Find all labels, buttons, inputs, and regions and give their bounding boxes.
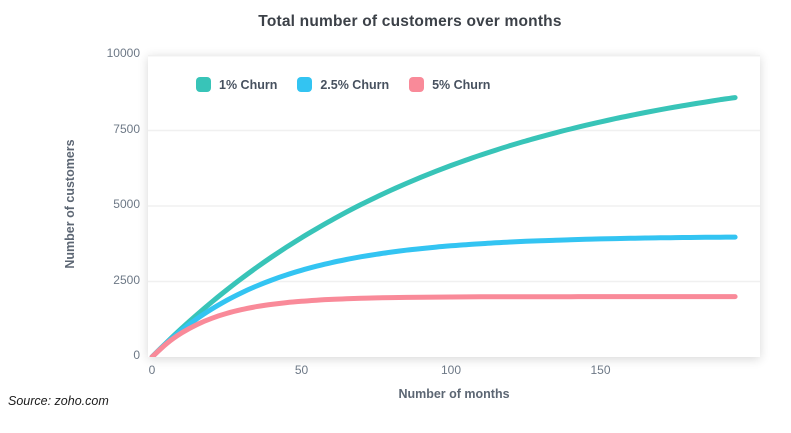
legend-label: 2.5% Churn	[320, 77, 390, 92]
series-line-5-churn	[149, 294, 738, 357]
legend-marker	[196, 77, 211, 92]
y-tick-label: 5000	[113, 197, 140, 211]
y-tick-label: 0	[133, 348, 140, 362]
legend-item: 2.5% Churn	[297, 77, 389, 92]
legend-item: 5% Churn	[409, 77, 490, 92]
y-tick-label: 10000	[106, 46, 140, 60]
x-tick-label: 0	[148, 363, 156, 377]
chart-canvas	[148, 55, 760, 357]
legend-marker	[409, 77, 425, 92]
series-line-1-churn	[149, 95, 738, 357]
legend-label: 1% Churn	[219, 77, 278, 92]
series-line-2-5-churn	[149, 234, 738, 357]
plot-area: 1% Churn 2.5% Churn 5% Churn	[148, 55, 760, 357]
x-tick-label: 150	[590, 363, 611, 377]
chart-title: Total number of customers over months	[258, 13, 562, 30]
legend-marker	[297, 77, 313, 92]
source-attribution: Source: zoho.com	[8, 394, 109, 408]
y-tick-label: 7500	[113, 121, 140, 136]
chart-legend: 1% Churn 2.5% Churn 5% Churn	[196, 77, 490, 92]
x-tick-label: 100	[440, 363, 462, 377]
legend-item: 1% Churn	[196, 77, 277, 92]
x-tick-label: 50	[294, 363, 309, 377]
legend-label: 5% Churn	[432, 77, 491, 92]
y-tick-label: 2500	[113, 272, 140, 287]
x-axis-title: Number of months	[398, 387, 510, 401]
